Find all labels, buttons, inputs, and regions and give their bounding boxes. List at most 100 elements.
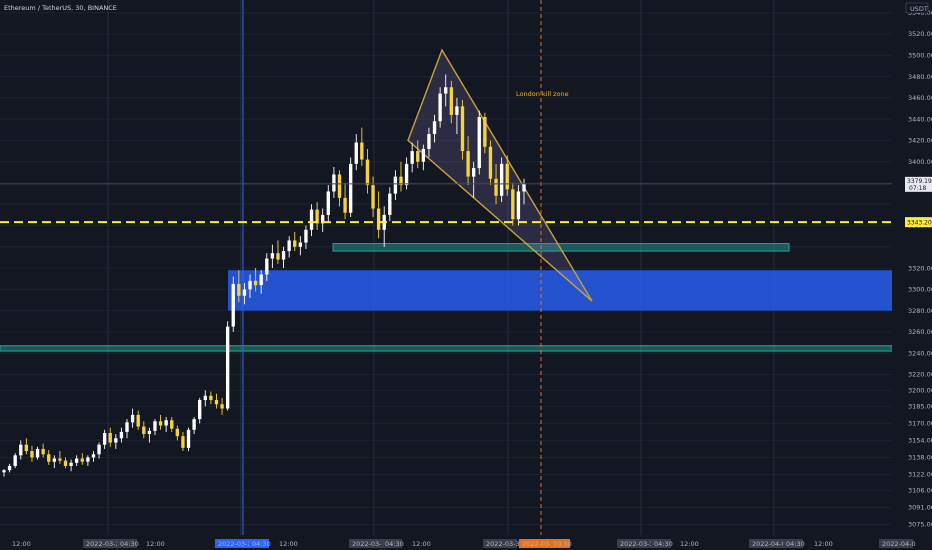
price-axis-bg	[892, 0, 932, 550]
x-tick-label: 2022-04-01	[752, 540, 790, 548]
time-label-bg	[117, 539, 137, 548]
time-label-bg	[349, 539, 383, 548]
candle-body	[125, 422, 129, 432]
x-tick-label: 12:00	[412, 540, 431, 548]
candle-body	[91, 454, 96, 458]
price-lines	[0, 183, 892, 224]
x-tick-label: 2022-03-28	[218, 540, 256, 548]
candle-body	[242, 289, 247, 296]
candle-body	[444, 87, 448, 94]
time-label-bg-selected	[215, 539, 249, 548]
x-tick-label: 12:00	[12, 540, 31, 548]
candle-body	[321, 214, 325, 224]
candle-body	[41, 448, 45, 455]
candle-body	[102, 432, 107, 445]
x-tick-label: 2022-03-30	[486, 540, 524, 548]
y-tick-label: 3280.00	[908, 307, 932, 315]
countdown-label: 07:18	[909, 185, 926, 192]
candle-body	[326, 191, 330, 215]
candle-body	[30, 451, 34, 458]
candle-body	[58, 458, 62, 461]
candle-body	[35, 448, 40, 458]
candle-body	[153, 421, 157, 431]
candle-body	[186, 429, 191, 448]
candle-body	[13, 455, 17, 466]
candle-body	[472, 168, 476, 177]
time-label-bg	[483, 539, 517, 548]
time-label-bg	[617, 539, 651, 548]
time-label-bg-selected	[249, 539, 269, 548]
candle-body	[309, 209, 314, 230]
candle-body	[108, 432, 112, 443]
y-tick-label: 3075.00	[908, 521, 932, 529]
time-label-bg	[651, 539, 671, 548]
candle-body	[460, 106, 465, 152]
candle-body	[203, 395, 207, 400]
zones	[0, 243, 893, 352]
y-tick-label: 3420.00	[908, 137, 932, 145]
x-tick-label: 2022-03-30	[522, 540, 560, 548]
y-tick-label: 3122.00	[908, 471, 932, 479]
candle-body	[505, 163, 509, 190]
candle-body	[393, 176, 398, 194]
candle-body	[86, 457, 90, 462]
demand-zone	[228, 270, 892, 311]
candle-body	[158, 421, 163, 426]
candle-body	[231, 284, 235, 327]
candle-body	[371, 185, 375, 209]
price-axis[interactable]: 3540.003520.003500.003480.003460.003440.…	[892, 0, 932, 550]
y-tick-label: 3400.00	[908, 158, 932, 166]
candle-body	[119, 431, 124, 439]
candle-body	[97, 444, 101, 455]
x-tick-label: 04:30	[120, 540, 139, 548]
candle-body	[114, 438, 118, 443]
candle-body	[7, 465, 12, 471]
level-badge	[905, 217, 932, 228]
candle-body	[455, 106, 459, 115]
candle-body	[253, 280, 258, 286]
x-tick-label: 12:00	[814, 540, 833, 548]
currency-badge	[905, 2, 929, 14]
x-tick-label: 2022-03-27	[86, 540, 124, 548]
time-label-bg-highlight	[550, 539, 570, 548]
candle-body	[449, 87, 453, 115]
candle-body	[181, 436, 185, 448]
candle-body	[343, 197, 347, 213]
candle-body	[164, 420, 168, 426]
candle-body	[438, 93, 442, 122]
london-kill-zone-label: London kill zone	[516, 90, 569, 98]
candle-body	[75, 458, 79, 463]
time-label-bg	[83, 539, 117, 548]
y-tick-label: 3320.00	[908, 264, 932, 272]
candle-body	[52, 458, 56, 462]
candle-body	[2, 470, 6, 473]
candle-body	[130, 414, 135, 423]
candle-body	[388, 193, 392, 215]
candle-body	[287, 240, 291, 252]
candle-body	[265, 258, 269, 275]
session-markers	[242, 0, 542, 535]
candle-body	[47, 454, 51, 462]
candle-body	[214, 400, 219, 405]
candle-body	[209, 395, 213, 400]
candle-body	[24, 444, 29, 452]
y-tick-label: 3500.00	[908, 52, 932, 60]
support-zone	[0, 345, 893, 352]
x-tick-label: 04:30	[654, 540, 673, 548]
candle-body	[225, 326, 230, 409]
y-tick-label: 3200.00	[908, 387, 932, 395]
candle-body	[19, 444, 23, 456]
y-tick-label: 3300.00	[908, 286, 932, 294]
y-tick-label: 3106.00	[908, 487, 932, 495]
candle-body	[136, 414, 140, 427]
x-tick-label: 2022-03-29	[352, 540, 390, 548]
candle-body	[499, 163, 504, 196]
candle-body	[69, 462, 73, 466]
candle-body	[304, 229, 308, 243]
candle-body	[80, 458, 84, 462]
candle-body	[276, 253, 280, 260]
x-tick-label: 04:30	[385, 540, 404, 548]
